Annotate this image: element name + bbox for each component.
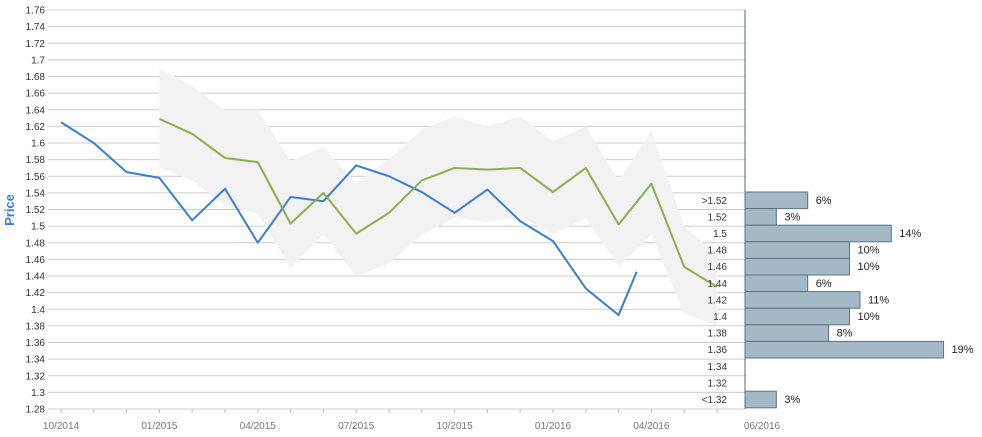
y-tick-label: 1.72: [26, 39, 46, 50]
distribution-bar: [744, 307, 850, 326]
distribution-bar: [744, 191, 809, 210]
y-tick-label: 1.62: [26, 122, 46, 133]
distribution-bar: [744, 291, 861, 309]
x-tick-label: 06/2016: [744, 421, 781, 432]
distribution-bar: [744, 340, 945, 359]
bin-label: 1.46: [708, 262, 728, 273]
y-tick-label: 1.3: [31, 388, 45, 399]
percent-label: 3%: [784, 211, 800, 223]
green-series-line: [158, 117, 718, 288]
bin-label: 1.5: [713, 229, 727, 240]
blue-series-line: [60, 121, 638, 317]
y-tick-label: 1.42: [26, 288, 46, 299]
percent-label: 10%: [858, 311, 880, 323]
y-tick-label: 1.44: [26, 272, 46, 283]
y-tick-label: 1.58: [26, 155, 46, 166]
bin-label: 1.52: [708, 212, 728, 223]
distribution-bar: [744, 208, 777, 226]
x-tick-label: 07/2015: [338, 421, 375, 432]
x-tick-label: 10/2015: [437, 421, 474, 432]
percent-label: 6%: [816, 195, 832, 207]
bin-label: <1.32: [702, 395, 728, 406]
y-tick-label: 1.76: [26, 6, 46, 17]
x-tick-label: 04/2015: [240, 421, 277, 432]
percent-label: 19%: [952, 344, 974, 356]
y-tick-label: 1.32: [26, 371, 46, 382]
y-tick-label: 1.36: [26, 338, 46, 349]
percent-label: 6%: [816, 278, 832, 290]
bin-label: 1.34: [708, 362, 728, 373]
percent-label: 11%: [868, 294, 889, 306]
distribution-bar: [744, 324, 830, 342]
y-tick-label: 1.7: [31, 55, 45, 66]
x-tick-label: 01/2016: [535, 421, 572, 432]
bin-label: 1.44: [708, 279, 728, 290]
y-tick-label: 1.6: [31, 139, 45, 150]
y-tick-label: 1.64: [26, 105, 46, 116]
y-axis-title: Price: [2, 194, 17, 226]
y-tick-label: 1.34: [26, 355, 46, 366]
forecast-band: [159, 68, 717, 326]
y-tick-label: 1.38: [26, 321, 46, 332]
percent-label: 10%: [858, 261, 880, 273]
series-lines: [60, 117, 718, 317]
bin-label: 1.38: [708, 329, 728, 340]
price-distribution: >1.52 6% 1.52 3% 1.5 14% 1.48 10% 1.46 10% 1.44 6% 1…: [702, 191, 974, 409]
y-tick-label: 1.5: [31, 222, 45, 233]
percent-label: 10%: [858, 245, 880, 257]
distribution-bar: [744, 224, 892, 243]
y-tick-label: 1.48: [26, 238, 46, 249]
y-tick-label: 1.66: [26, 89, 46, 100]
distribution-bar: [744, 390, 777, 409]
x-tick-label: 10/2014: [43, 421, 80, 432]
distribution-bar: [744, 274, 809, 293]
y-tick-label: 1.68: [26, 72, 46, 83]
bin-label: 1.4: [713, 312, 727, 323]
percent-label: 14%: [899, 228, 921, 240]
y-tick-labels: 1.28 1.3 1.32 1.34 1.36 1.38 1.4 1.42 1.44 1.46 1.…: [26, 6, 46, 416]
y-tick-label: 1.52: [26, 205, 46, 216]
bin-label: 1.42: [708, 295, 728, 306]
y-tick-label: 1.54: [26, 188, 46, 199]
y-tick-label: 1.4: [31, 305, 45, 316]
bin-label: 1.32: [708, 378, 728, 389]
x-tick-labels: 10/2014 01/2015 04/2015 07/2015 10/2015 01/20…: [43, 409, 781, 432]
bin-label: 1.36: [708, 345, 728, 356]
bin-label: 1.48: [708, 246, 728, 257]
bin-label: >1.52: [702, 196, 728, 207]
y-tick-label: 1.46: [26, 255, 46, 266]
y-tick-label: 1.28: [26, 405, 46, 416]
y-tick-label: 1.56: [26, 172, 46, 183]
distribution-bar: [744, 257, 850, 276]
x-tick-label: 01/2015: [141, 421, 178, 432]
distribution-bar: [744, 241, 850, 259]
x-tick-label: 04/2016: [633, 421, 670, 432]
y-tick-label: 1.74: [26, 22, 46, 33]
percent-label: 3%: [784, 394, 800, 406]
percent-label: 8%: [837, 328, 853, 340]
